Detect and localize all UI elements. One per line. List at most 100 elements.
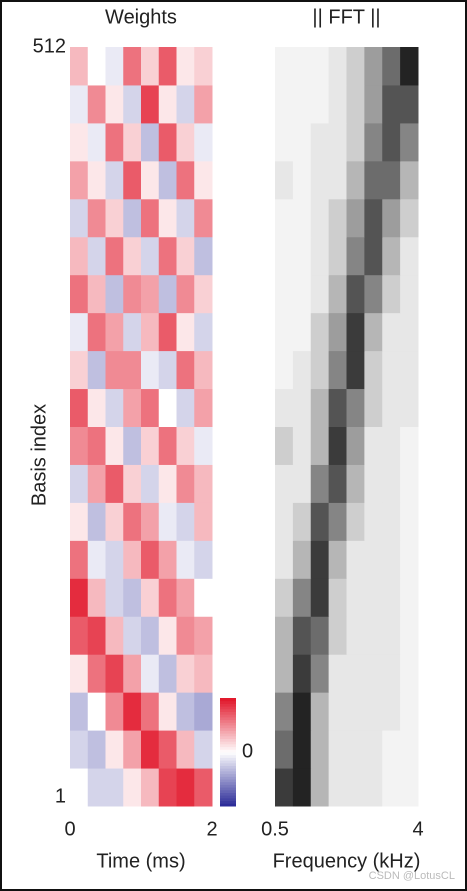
heatmap-cell bbox=[87, 730, 106, 769]
heatmap-cell bbox=[70, 768, 89, 807]
heatmap-cell bbox=[123, 160, 142, 200]
heatmap-cell bbox=[382, 388, 401, 427]
heatmap-cell bbox=[176, 84, 195, 124]
heatmap-cell bbox=[158, 160, 177, 200]
heatmap-cell bbox=[382, 122, 401, 162]
heatmap-cell bbox=[70, 730, 89, 769]
heatmap-cell bbox=[275, 84, 294, 124]
heatmap-cell bbox=[346, 236, 365, 276]
heatmap-cell bbox=[364, 160, 383, 200]
y-axis-label: Basis index bbox=[28, 404, 50, 506]
heatmap-cell bbox=[123, 616, 142, 655]
heatmap-cell bbox=[123, 578, 142, 617]
heatmap-cell bbox=[105, 730, 124, 769]
colorbar-swatch bbox=[220, 703, 236, 707]
heatmap-cell bbox=[310, 654, 330, 693]
heatmap-cell bbox=[275, 47, 294, 86]
heatmap-cell bbox=[275, 198, 294, 238]
heatmap-cell bbox=[87, 388, 106, 427]
heatmap-cell bbox=[141, 426, 160, 465]
colorbar-swatch bbox=[220, 752, 236, 756]
colorbar-swatch bbox=[220, 698, 236, 702]
heatmap-cell bbox=[176, 730, 195, 769]
heatmap-cell bbox=[400, 198, 419, 238]
heatmap-cell bbox=[158, 578, 177, 617]
heatmap-cell bbox=[310, 578, 330, 617]
heatmap-cell bbox=[382, 47, 401, 86]
heatmap-cell bbox=[310, 502, 330, 541]
colorbar-tick-label: 0 bbox=[242, 740, 253, 762]
heatmap-cell bbox=[105, 236, 124, 276]
heatmap-cell bbox=[328, 768, 347, 807]
colorbar-swatch bbox=[220, 781, 236, 785]
colorbar-swatch bbox=[220, 719, 236, 723]
heatmap-cell bbox=[70, 388, 89, 427]
heatmap-cell bbox=[194, 730, 213, 769]
heatmap-cell bbox=[141, 692, 160, 731]
heatmap-cell bbox=[123, 464, 142, 503]
heatmap-cell bbox=[346, 198, 365, 238]
heatmap-cell bbox=[70, 540, 89, 579]
x-tick-label: 0.5 bbox=[261, 818, 289, 840]
heatmap-cell bbox=[364, 654, 383, 693]
heatmap-cell bbox=[194, 388, 213, 427]
heatmap-cell bbox=[346, 312, 365, 352]
heatmap-cell bbox=[382, 274, 401, 314]
panel-title: || FFT || bbox=[312, 6, 380, 28]
heatmap-cell bbox=[400, 274, 419, 314]
colorbar-swatch bbox=[220, 787, 236, 791]
heatmap-cell bbox=[400, 426, 419, 465]
x-tick-label: 4 bbox=[412, 818, 423, 840]
heatmap-cell bbox=[275, 464, 294, 503]
heatmap-cell bbox=[87, 350, 106, 390]
x-tick-label: 0 bbox=[64, 818, 75, 840]
heatmap-cell bbox=[70, 274, 89, 314]
heatmap-cell bbox=[364, 426, 383, 465]
heatmap-cell bbox=[275, 160, 294, 200]
heatmap-cell bbox=[141, 388, 160, 427]
heatmap-cell bbox=[70, 122, 89, 162]
heatmap-cell bbox=[382, 654, 401, 693]
heatmap-cell bbox=[141, 578, 160, 617]
heatmap-cell bbox=[70, 84, 89, 124]
heatmap-cell bbox=[292, 502, 312, 541]
heatmap-cell bbox=[346, 388, 365, 427]
heatmap-cell bbox=[382, 616, 401, 655]
heatmap-cell bbox=[275, 388, 294, 427]
colorbar-swatch bbox=[220, 743, 236, 748]
heatmap-cell bbox=[194, 616, 213, 655]
heatmap-cell bbox=[346, 578, 365, 617]
heatmap-cell bbox=[105, 160, 124, 200]
heatmap-cell bbox=[400, 388, 419, 427]
heatmap-cell bbox=[292, 464, 312, 503]
heatmap-cell bbox=[87, 122, 106, 162]
heatmap-cell bbox=[105, 616, 124, 655]
heatmap-cell bbox=[158, 654, 177, 693]
x-tick-label: 2 bbox=[206, 818, 217, 840]
heatmap-cell bbox=[194, 350, 213, 390]
heatmap-cell bbox=[87, 312, 106, 352]
heatmap-cell bbox=[275, 578, 294, 617]
heatmap-cell bbox=[158, 464, 177, 503]
heatmap-cell bbox=[105, 350, 124, 390]
heatmap-cell bbox=[292, 350, 312, 390]
heatmap-cell bbox=[105, 84, 124, 124]
colorbar-swatch bbox=[220, 749, 236, 753]
heatmap-cell bbox=[382, 540, 401, 579]
heatmap-cell bbox=[400, 160, 419, 200]
colorbar-swatch bbox=[220, 714, 236, 718]
heatmap-cell bbox=[70, 350, 89, 390]
heatmap-cell bbox=[141, 730, 160, 769]
heatmap-cell bbox=[328, 350, 347, 390]
heatmap-cell bbox=[364, 122, 383, 162]
heatmap-cell bbox=[105, 198, 124, 238]
heatmap-cell bbox=[310, 540, 330, 579]
heatmap-cell bbox=[328, 730, 347, 769]
heatmap-cell bbox=[292, 616, 312, 655]
heatmap-cell bbox=[158, 274, 177, 314]
heatmap-cell bbox=[158, 388, 177, 427]
heatmap-cell bbox=[87, 540, 106, 579]
heatmap-cell bbox=[292, 654, 312, 693]
heatmap-cell bbox=[176, 692, 195, 731]
heatmap-cell bbox=[364, 616, 383, 655]
